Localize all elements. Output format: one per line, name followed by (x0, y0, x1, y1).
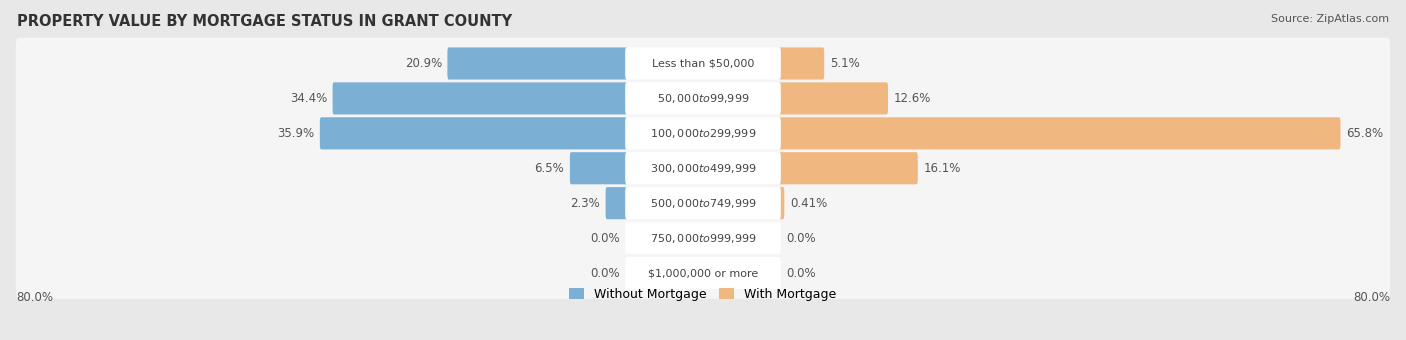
Legend: Without Mortgage, With Mortgage: Without Mortgage, With Mortgage (564, 283, 842, 306)
Text: $100,000 to $299,999: $100,000 to $299,999 (650, 127, 756, 140)
FancyBboxPatch shape (15, 247, 1391, 299)
FancyBboxPatch shape (626, 222, 780, 254)
FancyBboxPatch shape (779, 187, 785, 219)
Text: $500,000 to $749,999: $500,000 to $749,999 (650, 197, 756, 210)
Text: 80.0%: 80.0% (1353, 291, 1391, 304)
FancyBboxPatch shape (779, 82, 889, 115)
Text: 65.8%: 65.8% (1346, 127, 1384, 140)
FancyBboxPatch shape (779, 48, 824, 80)
Text: 35.9%: 35.9% (277, 127, 315, 140)
FancyBboxPatch shape (15, 142, 1391, 194)
FancyBboxPatch shape (15, 107, 1391, 159)
Text: 20.9%: 20.9% (405, 57, 441, 70)
Text: 0.0%: 0.0% (591, 267, 620, 279)
Text: 0.0%: 0.0% (786, 267, 815, 279)
FancyBboxPatch shape (626, 48, 780, 80)
FancyBboxPatch shape (626, 257, 780, 289)
Text: Less than $50,000: Less than $50,000 (652, 58, 754, 68)
FancyBboxPatch shape (626, 117, 780, 149)
Text: 5.1%: 5.1% (830, 57, 859, 70)
FancyBboxPatch shape (779, 117, 1340, 149)
Text: 0.41%: 0.41% (790, 197, 827, 210)
Text: PROPERTY VALUE BY MORTGAGE STATUS IN GRANT COUNTY: PROPERTY VALUE BY MORTGAGE STATUS IN GRA… (17, 14, 512, 29)
Text: Source: ZipAtlas.com: Source: ZipAtlas.com (1271, 14, 1389, 23)
Text: 2.3%: 2.3% (571, 197, 600, 210)
FancyBboxPatch shape (15, 72, 1391, 124)
Text: 80.0%: 80.0% (15, 291, 53, 304)
Text: $750,000 to $999,999: $750,000 to $999,999 (650, 232, 756, 244)
FancyBboxPatch shape (15, 38, 1391, 89)
Text: 16.1%: 16.1% (924, 162, 960, 175)
Text: $50,000 to $99,999: $50,000 to $99,999 (657, 92, 749, 105)
Text: 6.5%: 6.5% (534, 162, 564, 175)
FancyBboxPatch shape (319, 117, 627, 149)
Text: $1,000,000 or more: $1,000,000 or more (648, 268, 758, 278)
FancyBboxPatch shape (569, 152, 627, 184)
FancyBboxPatch shape (333, 82, 627, 115)
FancyBboxPatch shape (447, 48, 627, 80)
FancyBboxPatch shape (626, 152, 780, 184)
Text: $300,000 to $499,999: $300,000 to $499,999 (650, 162, 756, 175)
FancyBboxPatch shape (626, 187, 780, 219)
Text: 34.4%: 34.4% (290, 92, 328, 105)
FancyBboxPatch shape (15, 177, 1391, 229)
Text: 12.6%: 12.6% (894, 92, 931, 105)
Text: 0.0%: 0.0% (591, 232, 620, 244)
FancyBboxPatch shape (15, 212, 1391, 264)
Text: 0.0%: 0.0% (786, 232, 815, 244)
FancyBboxPatch shape (626, 82, 780, 115)
FancyBboxPatch shape (606, 187, 627, 219)
FancyBboxPatch shape (779, 152, 918, 184)
